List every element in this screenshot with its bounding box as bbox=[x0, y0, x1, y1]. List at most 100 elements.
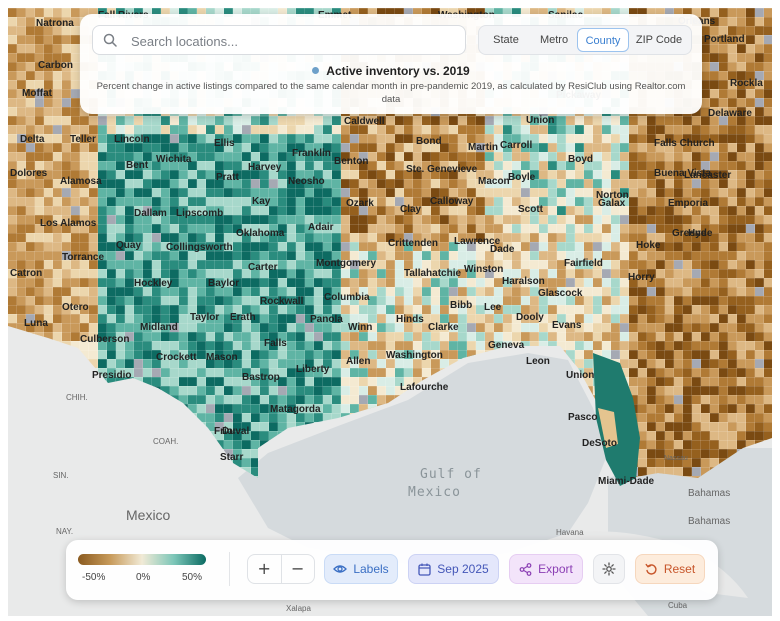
county-label: Glascock bbox=[538, 288, 583, 299]
calendar-icon bbox=[418, 563, 431, 576]
county-label: Duval bbox=[222, 426, 249, 437]
county-label: Union bbox=[526, 115, 554, 126]
county-label: Bent bbox=[126, 160, 149, 171]
gear-icon bbox=[602, 562, 616, 576]
county-label: Clay bbox=[400, 204, 422, 215]
county-label: Catron bbox=[10, 268, 42, 279]
county-label: Washington bbox=[386, 350, 443, 361]
county-label: Lancaster bbox=[684, 170, 731, 181]
zoom-controls: + − bbox=[247, 554, 315, 584]
county-label: Bond bbox=[416, 136, 442, 147]
share-icon bbox=[519, 562, 532, 576]
county-label: Fairfield bbox=[564, 258, 603, 269]
county-label: Otero bbox=[62, 302, 89, 313]
reset-button[interactable]: Reset bbox=[635, 554, 705, 584]
county-label: Carroll bbox=[500, 140, 532, 151]
tab-county[interactable]: County bbox=[577, 28, 629, 52]
county-label: Los Alamos bbox=[40, 218, 97, 229]
county-label: Evans bbox=[552, 320, 582, 331]
legend-panel: State Metro County ZIP Code Active inven… bbox=[80, 14, 702, 114]
labels-button-label: Labels bbox=[353, 562, 389, 576]
county-label: Oklahoma bbox=[236, 228, 285, 239]
state-label-coah: COAH. bbox=[153, 437, 178, 446]
county-label: Lawrence bbox=[454, 236, 501, 247]
county-label: Hockley bbox=[134, 278, 173, 289]
legend-title-row: Active inventory vs. 2019 bbox=[80, 64, 702, 78]
water-label-gulf: Gulf of bbox=[420, 467, 482, 482]
county-label: Union bbox=[566, 370, 594, 381]
scale-label-min: -50% bbox=[82, 572, 106, 583]
county-label: Rockla bbox=[730, 78, 763, 89]
date-button[interactable]: Sep 2025 bbox=[408, 554, 499, 584]
florida-counties-west[interactable] bbox=[598, 408, 618, 448]
county-label: Carbon bbox=[38, 60, 73, 71]
country-label-bahamas-2: Bahamas bbox=[688, 516, 730, 527]
county-label: Horry bbox=[628, 272, 655, 283]
county-label: Dade bbox=[490, 244, 515, 255]
county-label: Adair bbox=[308, 222, 334, 233]
country-label-mexico: Mexico bbox=[126, 507, 171, 523]
county-label: Miami-Dade bbox=[598, 476, 655, 487]
county-label: Columbia bbox=[324, 292, 370, 303]
settings-button[interactable] bbox=[593, 554, 625, 584]
county-label: Natrona bbox=[36, 18, 74, 29]
county-label: Hoke bbox=[636, 240, 661, 251]
tab-state[interactable]: State bbox=[493, 34, 519, 46]
tab-zip-code[interactable]: ZIP Code bbox=[635, 34, 683, 46]
toolbar-panel: -50% 0% 50% + − Labels Sep 2025 bbox=[66, 540, 718, 600]
county-label: Delaware bbox=[708, 108, 752, 119]
county-label: Wichita bbox=[156, 154, 192, 165]
county-label: Torrance bbox=[62, 252, 104, 263]
county-label: Lincoln bbox=[114, 134, 150, 145]
county-label: Boyle bbox=[508, 172, 536, 183]
county-label: Quay bbox=[116, 240, 141, 251]
county-label: Scott bbox=[518, 204, 544, 215]
county-label: Liberty bbox=[296, 364, 330, 375]
scale-label-max: 50% bbox=[182, 572, 203, 583]
florida-counties[interactable] bbox=[593, 353, 640, 486]
county-label: Ste. Genevieve bbox=[406, 164, 478, 175]
tab-metro[interactable]: Metro bbox=[539, 34, 569, 46]
county-label: Alamosa bbox=[60, 176, 102, 187]
county-label: Leon bbox=[526, 356, 550, 367]
labels-button[interactable]: Labels bbox=[324, 554, 398, 584]
eye-icon bbox=[333, 565, 348, 573]
state-label-chih: CHIH. bbox=[66, 393, 88, 402]
county-label: Lipscomb bbox=[176, 208, 223, 219]
county-label: Midland bbox=[140, 322, 178, 333]
county-label: Winston bbox=[464, 264, 503, 275]
county-label: Hyde bbox=[688, 228, 713, 239]
search-box[interactable] bbox=[92, 25, 466, 55]
county-label: Clarke bbox=[428, 322, 459, 333]
county-label: Dallam bbox=[134, 208, 167, 219]
county-label: Dolores bbox=[10, 168, 48, 179]
county-label: Geneva bbox=[488, 340, 525, 351]
county-label: Carter bbox=[248, 262, 278, 273]
reset-icon bbox=[645, 563, 657, 575]
county-label: Panola bbox=[310, 314, 343, 325]
county-label: Winn bbox=[348, 322, 372, 333]
export-button[interactable]: Export bbox=[509, 554, 583, 584]
county-label: Ellis bbox=[214, 138, 235, 149]
zoom-out-button[interactable]: − bbox=[291, 559, 305, 578]
county-label: Emporia bbox=[668, 198, 708, 209]
county-label: Pratt bbox=[216, 172, 239, 183]
county-label: Greene bbox=[672, 228, 707, 239]
county-label: Haralson bbox=[502, 276, 545, 287]
county-label: Franklin bbox=[292, 148, 331, 159]
county-label: Ozark bbox=[346, 198, 374, 209]
county-label: Matagorda bbox=[270, 404, 321, 415]
county-label: Bastrop bbox=[242, 372, 280, 383]
county-label: Taylor bbox=[190, 312, 219, 323]
search-input[interactable] bbox=[129, 30, 453, 52]
county-label: Hinds bbox=[396, 314, 424, 325]
city-label-havana: Havana bbox=[556, 528, 584, 537]
zoom-in-button[interactable]: + bbox=[257, 559, 271, 578]
county-label: Pasco bbox=[568, 412, 597, 423]
county-label: Erath bbox=[230, 312, 256, 323]
county-label: Collingsworth bbox=[166, 242, 233, 253]
county-label: Martin bbox=[468, 142, 498, 153]
state-label-sin: SIN. bbox=[53, 471, 69, 480]
county-label: Culberson bbox=[80, 334, 129, 345]
county-label: Mason bbox=[206, 352, 238, 363]
